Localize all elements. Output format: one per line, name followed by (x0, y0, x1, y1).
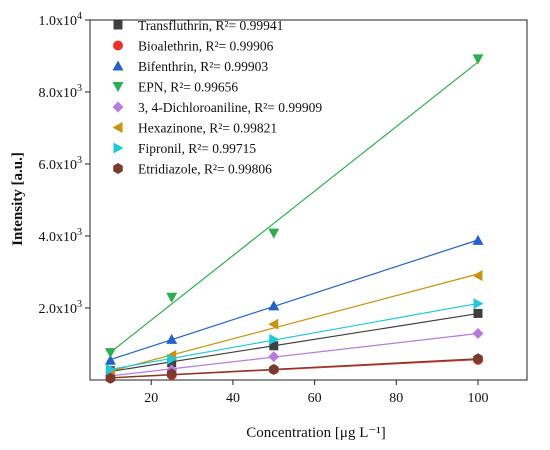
data-point-series-0 (269, 341, 279, 351)
data-point-series-2 (268, 300, 280, 311)
y-tick-label: 4.0x103 (39, 227, 83, 245)
legend-marker-6 (113, 142, 124, 154)
y-axis: 2.0x103 4.0x103 6.0x103 8.0x103 1.0x104 (39, 11, 90, 317)
legend-marker-0 (113, 20, 123, 30)
legend-marker-1 (113, 40, 123, 51)
data-point-series-6 (167, 353, 178, 365)
fit-line-series-7 (110, 358, 479, 379)
data-point-series-2 (472, 234, 484, 245)
data-markers (104, 54, 484, 384)
data-point-series-6 (269, 333, 280, 345)
data-point-series-3 (472, 54, 484, 65)
data-point-series-7 (473, 353, 483, 365)
legend-label-5: Hexazinone, R²= 0.99821 (138, 121, 277, 136)
legend-marker-2 (112, 60, 124, 71)
x-tick-label: 20 (144, 391, 158, 406)
plot-border (89, 19, 528, 381)
y-tick-label: 8.0x103 (39, 83, 83, 101)
legend-label-2: Bifenthrin, R²= 0.99903 (138, 59, 268, 74)
y-tick-label: 1.0x104 (39, 11, 83, 29)
y-axis-title: Intensity [a.u.] (10, 152, 26, 246)
data-point-series-6 (473, 298, 484, 310)
data-point-series-3 (104, 348, 116, 359)
data-point-series-7 (269, 364, 279, 376)
data-point-series-3 (268, 228, 280, 239)
x-tick-label: 100 (467, 391, 488, 406)
data-point-series-0 (167, 358, 177, 368)
legend-label-6: Fipronil, R²= 0.99715 (138, 141, 256, 156)
data-point-series-7 (166, 368, 177, 380)
data-point-series-6 (105, 363, 116, 375)
y-tick-label: 2.0x103 (39, 299, 83, 317)
legend-label-3: EPN, R²= 0.99656 (138, 80, 238, 95)
fit-line-series-6 (110, 302, 479, 370)
fit-line-series-2 (110, 239, 479, 361)
fit-line-series-4 (110, 332, 479, 377)
legend-label-1: Bioalethrin, R²= 0.99906 (138, 39, 274, 54)
legend: Transfluthrin, R²= 0.99941 Bioalethrin, R… (112, 18, 322, 177)
data-point-series-3 (166, 292, 178, 303)
y-tick-label: 6.0x103 (39, 155, 83, 173)
legend-label-4: 3, 4-Dichloroaniline, R²= 0.99909 (138, 100, 322, 115)
fit-line-series-3 (110, 61, 479, 353)
x-tick-label: 80 (389, 391, 403, 406)
data-point-series-4 (472, 328, 484, 340)
data-point-series-7 (105, 372, 116, 384)
legend-label-7: Etridiazole, R²= 0.99806 (138, 162, 272, 177)
data-point-series-2 (104, 354, 116, 365)
legend-marker-5 (112, 122, 123, 133)
legend-label-0: Transfluthrin, R²= 0.99941 (138, 18, 283, 33)
x-axis: 20 40 60 80 100 (144, 380, 488, 406)
legend-marker-7 (113, 163, 123, 174)
data-point-series-4 (268, 351, 280, 363)
data-point-series-0 (473, 308, 483, 318)
plot-frame (89, 19, 528, 381)
data-point-series-2 (166, 333, 178, 344)
legend-marker-3 (112, 82, 124, 92)
data-point-series-5 (472, 270, 483, 282)
x-tick-label: 40 (226, 391, 240, 406)
legend-marker-4 (112, 101, 124, 113)
x-axis-title: Concentration [μg L⁻¹] (246, 425, 386, 441)
x-tick-label: 60 (308, 391, 322, 406)
data-point-series-5 (268, 318, 279, 330)
